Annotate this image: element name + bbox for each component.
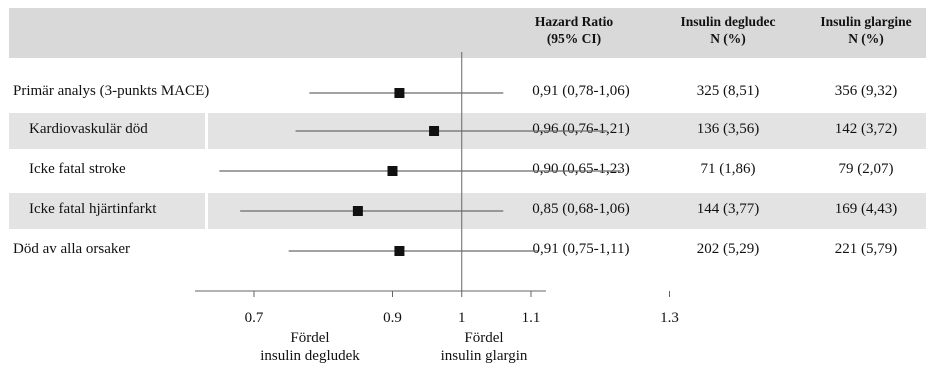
degludec-cell: 71 (1,86): [700, 161, 756, 177]
header-band: [9, 8, 926, 58]
glargine-cell: 142 (3,72): [834, 121, 898, 137]
degludec-cell: 202 (5,29): [696, 241, 760, 257]
favour-right-line2: insulin glargin: [440, 348, 528, 364]
x-tick-label: 1: [458, 310, 466, 326]
favour-right-line1: Fördel: [464, 330, 504, 346]
row-label: Primär analys (3-punkts MACE): [13, 83, 210, 99]
favour-left-line1: Fördel: [290, 330, 330, 346]
x-tick-label: 0.9: [383, 310, 402, 326]
header-glargine-line2: N (%): [848, 31, 884, 46]
point-estimate: [387, 166, 398, 176]
glargine-cell: 356 (9,32): [834, 83, 898, 99]
hazard-ratio-cell: 0,91 (0,75-1,11): [532, 241, 630, 257]
hazard-ratio-cell: 0,91 (0,78-1,06): [532, 83, 630, 99]
degludec-cell: 144 (3,77): [696, 201, 760, 217]
point-estimate: [352, 206, 363, 216]
glargine-cell: 221 (5,79): [834, 241, 898, 257]
point-estimate: [394, 246, 405, 256]
glargine-cell: 79 (2,07): [838, 161, 894, 177]
row-label: Icke fatal stroke: [29, 161, 126, 177]
degludec-cell: 325 (8,51): [696, 83, 760, 99]
header-hazard-ratio-line1: Hazard Ratio: [534, 14, 614, 29]
header-glargine-line1: Insulin glargine: [820, 14, 912, 29]
x-tick-label: 1.3: [660, 310, 679, 326]
x-tick-label: 0.7: [245, 310, 264, 326]
favour-right-label: Fördel insulin glargin: [441, 329, 528, 365]
row-band-label: [9, 113, 205, 149]
header-degludec-line1: Insulin degludec: [680, 14, 776, 29]
hazard-ratio-cell: 0,85 (0,68-1,06): [532, 201, 630, 217]
header-hazard-ratio-line2: (95% CI): [546, 31, 602, 46]
hazard-ratio-cell: 0,96 (0,76-1,21): [532, 121, 630, 137]
row-label: Kardiovaskulär död: [29, 121, 148, 137]
point-estimate: [429, 126, 440, 136]
favour-left-label: Fördel insulin degludek: [260, 329, 360, 365]
header-glargine: Insulin glargine N (%): [803, 13, 929, 47]
hazard-ratio-cell: 0,90 (0,65-1,23): [532, 161, 630, 177]
row-band-label: [9, 193, 205, 229]
row-label: Död av alla orsaker: [13, 241, 131, 257]
header-degludec: Insulin degludec N (%): [668, 13, 788, 47]
header-hazard-ratio: Hazard Ratio (95% CI): [519, 13, 629, 47]
glargine-cell: 169 (4,43): [834, 201, 898, 217]
degludec-cell: 136 (3,56): [696, 121, 760, 137]
x-tick-label: 1.1: [522, 310, 541, 326]
row-label: Icke fatal hjärtinfarkt: [29, 201, 157, 217]
favour-left-line2: insulin degludek: [260, 348, 360, 364]
point-estimate: [394, 88, 405, 98]
header-degludec-line2: N (%): [710, 31, 746, 46]
